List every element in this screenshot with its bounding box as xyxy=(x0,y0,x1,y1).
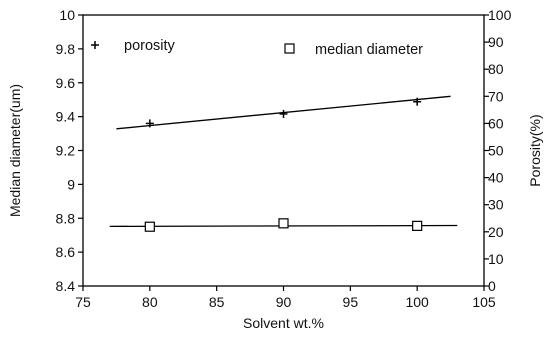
axis-titles: Solvent wt.% Median diameter(um) Porosity(… xyxy=(7,84,543,331)
legend: porosity median diameter xyxy=(91,38,423,58)
y-left-tick-label: 8.6 xyxy=(56,244,76,260)
x-tick-label: 95 xyxy=(343,294,359,310)
median-diameter-point xyxy=(144,221,155,232)
legend-item-porosity: porosity xyxy=(91,38,176,54)
y-left-tick-label: 8.4 xyxy=(56,278,76,294)
y-right-tick-label: 20 xyxy=(488,224,504,240)
y-left-tick-label: 8.8 xyxy=(56,210,76,226)
plot-frame xyxy=(82,14,485,287)
y-right-tick-label: 40 xyxy=(488,170,504,186)
x-tick-label: 105 xyxy=(472,294,496,310)
legend-item-median-diameter: median diameter xyxy=(284,42,423,58)
y-right-axis-title: Porosity(%) xyxy=(527,114,543,186)
y-right-tick-label: 80 xyxy=(488,61,504,77)
median-diameter-point xyxy=(278,218,289,229)
data-points xyxy=(144,97,423,232)
median-diameter-point xyxy=(412,220,423,231)
legend-label-porosity: porosity xyxy=(124,38,176,54)
x-tick-label: 85 xyxy=(209,294,225,310)
y-left-tick-label: 9 xyxy=(67,176,75,192)
ticks: 75 80 85 90 95 100 1058.48.68.899.29.49.69.810… xyxy=(56,7,512,310)
y-right-tick-label: 0 xyxy=(488,278,496,294)
y-left-tick-label: 9.4 xyxy=(56,109,76,125)
x-tick-label: 75 xyxy=(75,294,91,310)
y-right-tick-label: 100 xyxy=(488,7,512,23)
x-tick-label: 80 xyxy=(142,294,158,310)
porosity-point xyxy=(145,119,154,128)
x-tick-label: 90 xyxy=(276,294,292,310)
y-right-tick-label: 70 xyxy=(488,88,504,104)
legend-square xyxy=(284,43,295,54)
y-left-tick-label: 9.8 xyxy=(56,41,76,57)
y-left-tick-label: 10 xyxy=(59,7,75,23)
axes xyxy=(82,14,485,287)
y-right-tick-label: 90 xyxy=(488,34,504,50)
porosity-point xyxy=(413,97,422,106)
x-axis-title: Solvent wt.% xyxy=(243,315,324,331)
y-right-tick-label: 30 xyxy=(488,197,504,213)
y-right-tick-label: 60 xyxy=(488,115,504,131)
y-left-tick-label: 9.2 xyxy=(56,143,76,159)
y-right-tick-label: 10 xyxy=(488,251,504,267)
y-right-tick-label: 50 xyxy=(488,143,504,159)
y-left-axis-title: Median diameter(um) xyxy=(7,84,23,217)
y-left-tick-label: 9.6 xyxy=(56,75,76,91)
porosity-point xyxy=(279,109,288,118)
legend-label-median-diameter: median diameter xyxy=(315,42,423,58)
x-tick-label: 100 xyxy=(405,294,429,310)
